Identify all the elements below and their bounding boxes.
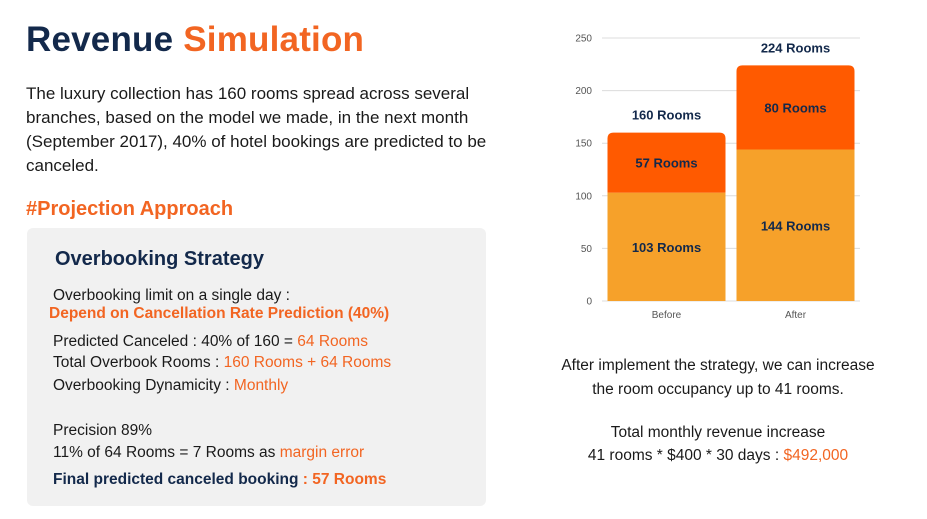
revenue-formula: 41 rooms * $400 * 30 days : — [587, 447, 784, 464]
margin-row: 11% of 64 Rooms = 7 Rooms as margin erro… — [53, 443, 364, 463]
title-part2: Simulation — [183, 20, 365, 59]
summary-line1: After implement the strategy, we can inc… — [561, 357, 875, 374]
intro-paragraph: The luxury collection has 160 rooms spre… — [26, 84, 487, 175]
strategy-title: Overbooking Strategy — [55, 248, 264, 270]
precision-text: Precision 89% — [53, 422, 153, 439]
margin-label: 11% of 64 Rooms = 7 Rooms as — [53, 444, 280, 461]
y-tick-label: 50 — [581, 244, 593, 255]
limit-value: Depend on Cancellation Rate Prediction (… — [49, 305, 390, 322]
total-label: 224 Rooms — [761, 40, 830, 55]
dynamicity-row: Overbooking Dynamicity : Monthly — [53, 376, 288, 396]
bar-segment — [607, 132, 726, 193]
revenue-value: $492,000 — [783, 447, 849, 464]
limit-label: Overbooking limit on a single day : — [53, 287, 290, 304]
segment-label: 57 Rooms — [635, 156, 697, 171]
segment-label: 144 Rooms — [761, 218, 830, 233]
summary-line2: the room occupancy up to 41 rooms. — [592, 381, 844, 398]
bar-segment — [736, 149, 855, 301]
bar-segment — [607, 192, 726, 301]
segment-label: 103 Rooms — [632, 240, 701, 255]
dynamicity-value: Monthly — [233, 377, 289, 394]
margin-value: margin error — [279, 444, 365, 461]
y-tick-label: 250 — [575, 34, 592, 45]
page-title: Revenue Simulation — [26, 18, 364, 62]
section-heading: #Projection Approach — [26, 198, 234, 220]
x-tick-label: After — [785, 310, 807, 321]
predicted-value: 64 Rooms — [297, 333, 368, 350]
final-value: : 57 Rooms — [302, 471, 387, 488]
total-row: Total Overbook Rooms : 160 Rooms + 64 Ro… — [53, 353, 391, 373]
summary-line3: Total monthly revenue increase — [610, 424, 826, 441]
bar-segment — [736, 65, 855, 150]
x-tick-label: Before — [652, 310, 682, 321]
y-tick-label: 0 — [586, 297, 592, 308]
summary-line4: 41 rooms * $400 * 30 days : $492,000 — [530, 444, 906, 468]
final-label: Final predicted canceled booking — [53, 471, 303, 488]
total-label: 160 Rooms — [632, 108, 701, 123]
dynamicity-label: Overbooking Dynamicity : — [53, 377, 234, 394]
total-value: 160 Rooms + 64 Rooms — [223, 354, 392, 371]
chart-svg: 0 50 100 150 200 250 103 Rooms 57 Rooms 160 Room… — [575, 34, 860, 321]
y-tick-label: 100 — [575, 191, 592, 202]
predicted-row: Predicted Canceled : 40% of 160 = 64 Roo… — [53, 332, 368, 352]
final-row: Final predicted canceled booking : 57 Ro… — [53, 470, 386, 490]
stacked-bar-chart: 0 50 100 150 200 250 103 Rooms 57 Rooms 160 Room… — [540, 20, 870, 330]
y-tick-label: 200 — [575, 86, 592, 97]
strategy-panel: Overbooking Strategy Overbooking limit o… — [27, 228, 486, 506]
y-tick-label: 150 — [575, 139, 592, 150]
title-part1: Revenue — [26, 20, 184, 59]
predicted-label: Predicted Canceled : 40% of 160 = — [53, 333, 298, 350]
total-label: Total Overbook Rooms : — [53, 354, 224, 371]
segment-label: 80 Rooms — [764, 100, 826, 115]
